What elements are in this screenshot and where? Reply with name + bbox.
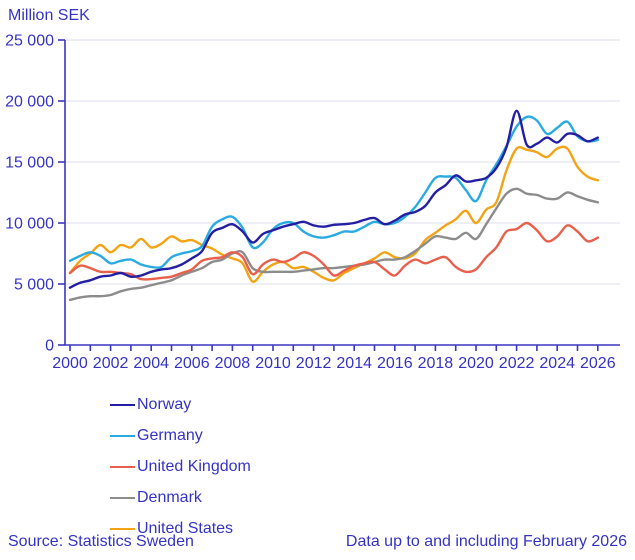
chart-title: Million SEK (8, 7, 90, 24)
x-tick-label: 2018 (418, 355, 454, 372)
legend-swatch (110, 527, 135, 530)
legend-item: Norway (110, 389, 251, 420)
x-tick-label: 2014 (336, 355, 372, 372)
legend-item: Denmark (110, 482, 251, 513)
legend-label: United Kingdom (137, 457, 251, 475)
x-tick-label: 2026 (580, 355, 616, 372)
chart-legend: Norway Germany United Kingdom Denmark United… (110, 389, 251, 544)
legend-swatch (110, 434, 135, 437)
legend-swatch (110, 496, 135, 499)
x-tick-label: 2008 (215, 355, 251, 372)
legend-item: United Kingdom (110, 451, 251, 482)
y-tick-label: 0 (45, 338, 54, 355)
y-tick-label: 25 000 (5, 33, 54, 50)
legend-item: Germany (110, 420, 251, 451)
x-tick-label: 2012 (296, 355, 332, 372)
x-tick-label: 2010 (255, 355, 291, 372)
legend-label: United States (137, 519, 234, 537)
y-tick-label: 10 000 (5, 216, 54, 233)
data-coverage-text: Data up to and including February 2026 (345, 533, 627, 550)
legend-label: Norway (137, 395, 192, 413)
y-tick-label: 5 000 (14, 277, 54, 294)
legend-label: Germany (137, 426, 203, 444)
legend-item: United States (110, 513, 251, 544)
x-tick-label: 2004 (133, 355, 169, 372)
x-tick-label: 2006 (174, 355, 210, 372)
y-tick-label: 20 000 (5, 94, 54, 111)
x-tick-label: 2002 (93, 355, 129, 372)
x-tick-label: 2022 (499, 355, 535, 372)
legend-swatch (110, 465, 135, 468)
x-tick-label: 2016 (377, 355, 413, 372)
source-text: Source: Statistics Sweden (8, 533, 194, 550)
series-line-denmark (68, 187, 599, 302)
series-line-norway (68, 109, 599, 289)
series-line-united-states (68, 145, 599, 283)
x-tick-label: 2024 (539, 355, 575, 372)
x-tick-label: 2000 (52, 355, 88, 372)
legend-label: Denmark (137, 488, 202, 506)
x-tick-label: 2020 (458, 355, 494, 372)
legend-swatch (110, 403, 135, 406)
series-line-united-kingdom (68, 221, 599, 281)
y-tick-label: 15 000 (5, 155, 54, 172)
